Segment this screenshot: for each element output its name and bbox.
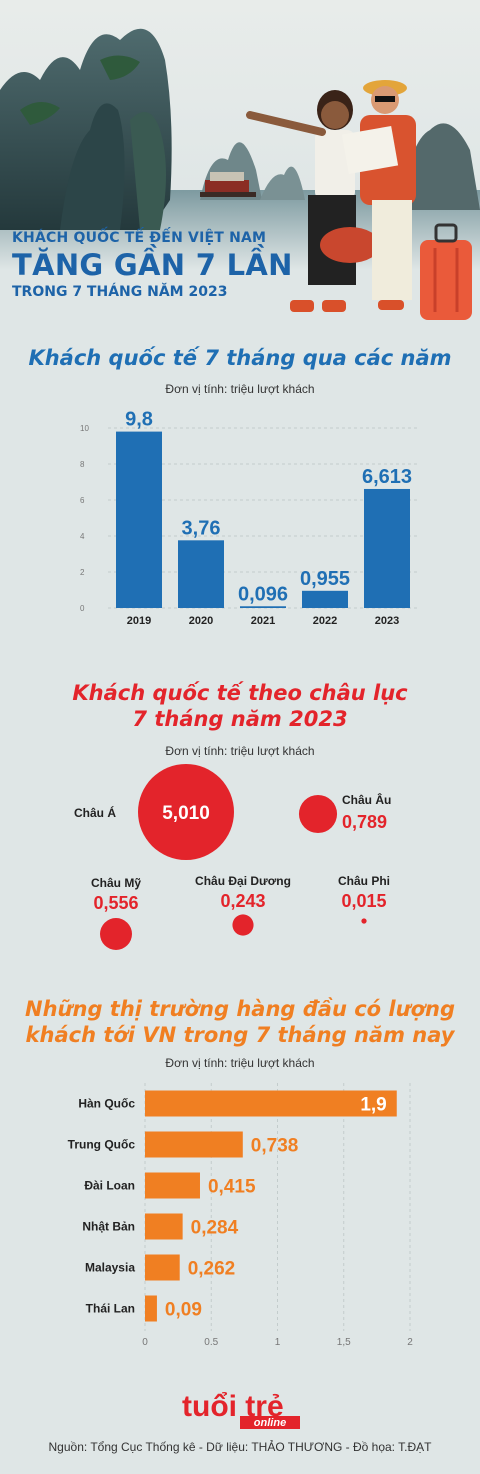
continent-bubble-chart: 5,010 Châu Á Châu Âu 0,789 Châu Mỹ 0,556 Châu … — [74, 764, 391, 950]
x-tick-label: 2023 — [375, 615, 399, 627]
y-tick-label: Malaysia — [85, 1261, 135, 1275]
bubble-category-label: Châu Mỹ — [91, 876, 141, 890]
hero-line-1: KHÁCH QUỐC TẾ ĐẾN VIỆT NAM — [12, 230, 267, 246]
bar-value-label: 0,738 — [251, 1136, 299, 1157]
bar-value-label: 0,262 — [188, 1259, 236, 1280]
logo-sub: online — [254, 1417, 286, 1429]
x-tick-label: 1 — [275, 1337, 281, 1348]
source-credit: Nguồn: Tổng Cục Thống kê - Dữ liệu: THẢO… — [48, 1440, 432, 1454]
bar-value-label: 0,09 — [165, 1300, 202, 1321]
bar-value-label: 6,613 — [362, 466, 412, 488]
bar-value-label: 3,76 — [182, 517, 221, 539]
bar — [145, 1172, 200, 1199]
y-tick-label: Hàn Quốc — [78, 1097, 135, 1111]
section3-title-line2: khách tới VN trong 7 tháng năm nay — [25, 1023, 455, 1048]
bubble — [100, 918, 132, 950]
bubble — [298, 794, 338, 834]
y-tick-label: 4 — [80, 532, 85, 541]
bubble-value-label: 0,243 — [220, 891, 265, 911]
section2-title: Khách quốc tế theo châu lục 7 tháng năm … — [0, 680, 480, 733]
bubble-category-label: Châu Âu — [342, 792, 391, 807]
x-tick-label: 2019 — [127, 615, 151, 627]
bubble-value-label: 0,789 — [342, 812, 387, 832]
x-tick-label: 0 — [142, 1337, 148, 1348]
section2-title-line1: Khách quốc tế theo châu lục — [72, 681, 408, 705]
y-tick-label: 2 — [80, 568, 85, 577]
bubble-value-label: 5,010 — [162, 803, 210, 824]
yearly-bar-chart: 0 2 4 6 8 10 9,8 2019 3,76 2020 0,096 2021 0,955 2022… — [80, 409, 418, 627]
bar — [145, 1295, 157, 1322]
section3-title-line1: Những thị trường hàng đầu có lượng — [25, 997, 455, 1021]
bar — [145, 1090, 397, 1117]
section1-unit: Đơn vị tính: triệu lượt khách — [165, 382, 315, 396]
hero-illustration: KHÁCH QUỐC TẾ ĐẾN VIỆT NAM TĂNG GẦN 7 LẦ… — [0, 0, 480, 330]
hero-headline: TĂNG GẦN 7 LẦN — [12, 248, 293, 282]
x-tick-label: 1,5 — [337, 1337, 351, 1348]
bar-value-label: 9,8 — [125, 409, 153, 431]
bar-value-label: 1,9 — [360, 1095, 386, 1116]
bar — [116, 431, 162, 608]
bar-value-label: 0,284 — [191, 1218, 239, 1239]
section3-unit: Đơn vị tính: triệu lượt khách — [165, 1056, 315, 1070]
bar — [145, 1213, 183, 1240]
hero-line-3: TRONG 7 THÁNG NĂM 2023 — [12, 284, 228, 300]
x-tick-label: 0.5 — [204, 1337, 218, 1348]
section3-title: Những thị trường hàng đầu có lượng khách… — [0, 996, 480, 1049]
bar — [302, 590, 348, 608]
y-tick-label: Trung Quốc — [68, 1138, 136, 1152]
bar — [240, 606, 286, 608]
section2-title-line2: 7 tháng năm 2023 — [132, 707, 348, 732]
bubble-category-label: Châu Á — [74, 805, 116, 820]
bubble — [232, 914, 254, 936]
bar-value-label: 0,955 — [300, 568, 350, 590]
bar — [145, 1254, 180, 1281]
bar — [364, 488, 410, 608]
x-tick-label: 2020 — [189, 615, 213, 627]
y-tick-label: Thái Lan — [86, 1302, 135, 1316]
y-tick-label: Nhật Bản — [82, 1220, 135, 1234]
bar — [145, 1131, 243, 1158]
y-tick-label: 10 — [80, 424, 89, 433]
bar-value-label: 0,096 — [238, 583, 288, 605]
bubble — [138, 764, 234, 860]
bubble-category-label: Châu Đại Dương — [195, 874, 291, 888]
y-tick-label: 8 — [80, 460, 85, 469]
x-tick-label: 2021 — [251, 615, 275, 627]
bubble — [361, 918, 367, 924]
section2-unit: Đơn vị tính: triệu lượt khách — [165, 744, 315, 758]
bar — [178, 540, 224, 608]
y-tick-label: Đài Loan — [84, 1179, 135, 1193]
x-tick-label: 2 — [407, 1337, 413, 1348]
bubble-value-label: 0,556 — [93, 893, 138, 913]
section1-title: Khách quốc tế 7 tháng qua các năm — [28, 346, 452, 370]
markets-bar-chart: 0 0.5 1 1,5 2 Hàn Quốc 1,9 Trung Quốc 0,738 Đài L… — [68, 1083, 413, 1348]
y-tick-label: 0 — [80, 604, 85, 613]
bubble-value-label: 0,015 — [341, 891, 386, 911]
tuoi-tre-logo: tuổi trẻ online — [182, 1390, 300, 1429]
x-tick-label: 2022 — [313, 615, 337, 627]
bar-value-label: 0,415 — [208, 1177, 256, 1198]
bubble-category-label: Châu Phi — [338, 874, 390, 888]
y-tick-label: 6 — [80, 496, 85, 505]
